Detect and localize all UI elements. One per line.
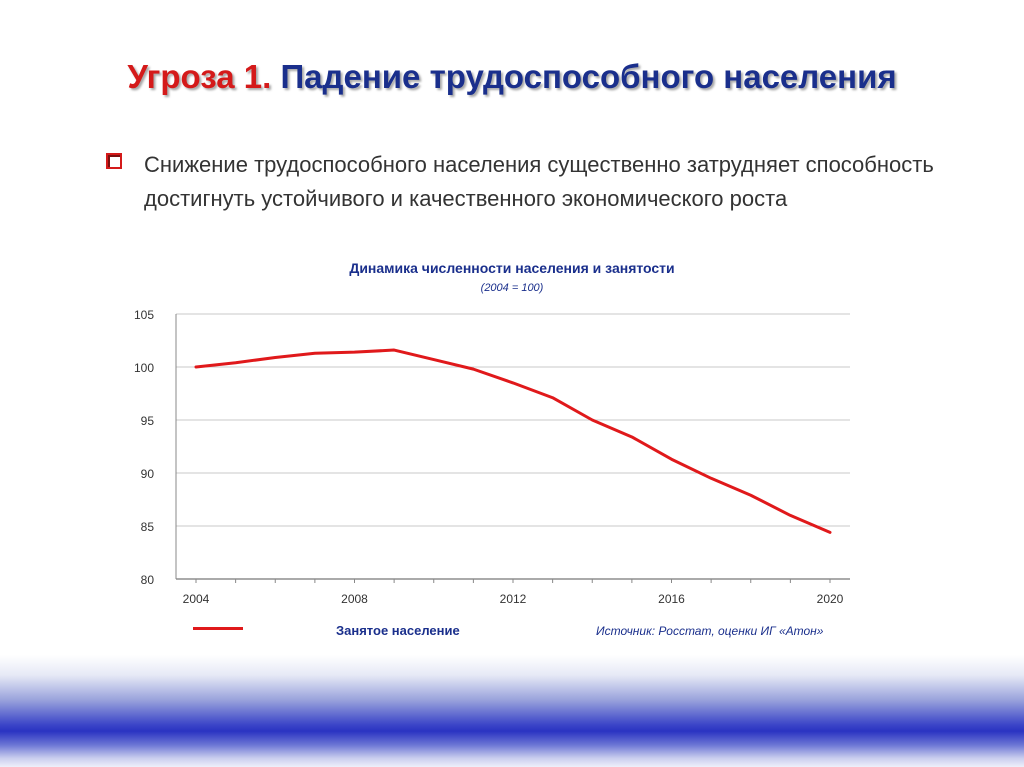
x-tick-label: 2012: [500, 592, 527, 606]
checkbox-bullet-icon: [106, 153, 122, 169]
chart-subtitle: (2004 = 100): [480, 282, 544, 294]
bullet-text: Снижение трудоспособного населения сущес…: [144, 152, 934, 211]
x-tick-label: 2020: [817, 592, 844, 606]
source-note: Источник: Росстат, оценки ИГ «Атон»: [596, 624, 824, 638]
y-tick-label: 80: [141, 573, 155, 587]
slide-title: Угроза 1. Падение трудоспособного населе…: [0, 58, 1024, 96]
y-tick-label: 105: [134, 308, 154, 322]
y-tick-label: 95: [141, 414, 155, 428]
chart-title: Динамика численности населения и занятос…: [349, 260, 675, 276]
x-tick-label: 2008: [341, 592, 368, 606]
x-tick-label: 2016: [658, 592, 685, 606]
series-line-employed: [194, 348, 832, 534]
y-tick-label: 85: [141, 520, 155, 534]
footer-gradient-band: [0, 655, 1024, 767]
legend-swatch: [193, 627, 243, 630]
slide-title-text: Падение трудоспособного населения: [280, 58, 897, 95]
legend-label: Занятое население: [336, 623, 460, 638]
y-tick-label: 100: [134, 361, 154, 375]
slide-title-number: Угроза 1.: [127, 58, 272, 95]
x-tick-label: 2004: [183, 592, 210, 606]
y-tick-label: 90: [141, 467, 155, 481]
